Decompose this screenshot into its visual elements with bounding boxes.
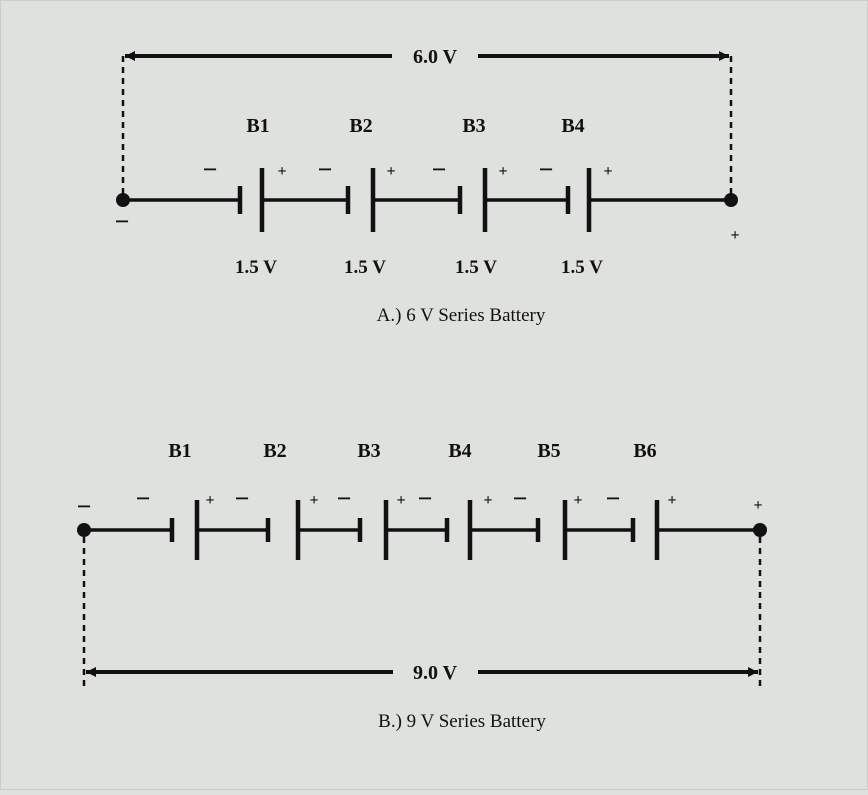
circuit-a-b2-plus-sign: + [386, 163, 395, 180]
circuit-a-b1-plus-sign: + [277, 163, 286, 180]
circuit-a-cell-label-b3: B3 [462, 115, 485, 137]
circuit-a-b1-minus-sign: − [203, 155, 218, 184]
circuit-b-b4-plus-sign: + [483, 492, 492, 509]
circuit-a-terminal-negative-sign: − [115, 207, 130, 236]
circuit-b-cell-label-b2: B2 [263, 440, 286, 462]
circuit-b-b3-minus-sign: − [337, 484, 352, 513]
circuit-b-caption: B.) 9 V Series Battery [378, 711, 546, 732]
circuit-b-cell-b6 [630, 500, 660, 560]
circuit-b-cell-label-b6: B6 [633, 440, 656, 462]
circuit-b-cell-b1 [169, 500, 200, 560]
circuit-a-cell-b2 [345, 168, 376, 232]
circuit-b-cell-b4 [444, 500, 473, 560]
circuit-b-terminal-negative-sign: − [77, 492, 92, 521]
circuit-b-b5-minus-sign: − [513, 484, 528, 513]
circuit-a-negative-terminal [116, 193, 130, 207]
circuit-b-total-voltage: 9.0 V [413, 662, 458, 684]
circuit-b-b5-plus-sign: + [573, 492, 582, 509]
circuit-b-cell-label-b1: B1 [168, 440, 191, 462]
circuit-a-cell-label-b4: B4 [561, 115, 584, 137]
circuit-b-cell-label-b3: B3 [357, 440, 380, 462]
circuit-b-b6-minus-sign: − [606, 484, 621, 513]
circuit-b-b6-plus-sign: + [667, 492, 676, 509]
circuit-b-cell-label-b4: B4 [448, 440, 471, 462]
circuit-a-total-voltage: 6.0 V [413, 46, 458, 68]
circuit-a-b4-minus-sign: − [539, 155, 554, 184]
circuit-a-caption: A.) 6 V Series Battery [377, 305, 546, 326]
circuit-b-positive-terminal [753, 523, 767, 537]
circuit-b-cell-label-b5: B5 [537, 440, 560, 462]
circuit-a-cell-voltage-b1: 1.5 V [235, 257, 277, 278]
circuit-b-b2-minus-sign: − [235, 484, 250, 513]
circuit-a-b4-plus-sign: + [603, 163, 612, 180]
circuit-b-b2-plus-sign: + [309, 492, 318, 509]
circuit-b-cell-b3 [357, 500, 389, 560]
circuit-b: B1 B2 B3 B4 B5 B6 [77, 440, 767, 732]
circuit-a-terminal-positive-sign: + [730, 227, 739, 244]
circuit-a-cell-label-b1: B1 [246, 115, 269, 137]
circuit-a-dimension [121, 51, 733, 195]
circuit-a-cell-label-b2: B2 [349, 115, 372, 137]
circuit-a-b3-plus-sign: + [498, 163, 507, 180]
circuit-b-b1-plus-sign: + [205, 492, 214, 509]
circuit-b-negative-terminal [77, 523, 91, 537]
circuit-b-b4-minus-sign: − [418, 484, 433, 513]
circuit-a-b2-minus-sign: − [318, 155, 333, 184]
circuit-b-cell-b5 [535, 500, 568, 560]
circuit-a: 6.0 V − + B1 [115, 46, 740, 326]
circuit-a-positive-terminal [724, 193, 738, 207]
circuit-a-b3-minus-sign: − [432, 155, 447, 184]
circuit-b-terminal-positive-sign: + [753, 497, 762, 514]
circuit-a-cell-b4 [565, 168, 592, 232]
circuit-a-cell-voltage-b4: 1.5 V [561, 257, 603, 278]
circuit-a-cell-b3 [457, 168, 488, 232]
circuit-a-cell-b1 [237, 168, 265, 232]
circuit-b-b1-minus-sign: − [136, 484, 151, 513]
circuit-a-cell-voltage-b2: 1.5 V [344, 257, 386, 278]
circuit-b-cell-b2 [265, 500, 301, 560]
circuit-b-dimension [82, 537, 762, 688]
circuit-b-b3-plus-sign: + [396, 492, 405, 509]
circuit-a-cell-voltage-b3: 1.5 V [455, 257, 497, 278]
